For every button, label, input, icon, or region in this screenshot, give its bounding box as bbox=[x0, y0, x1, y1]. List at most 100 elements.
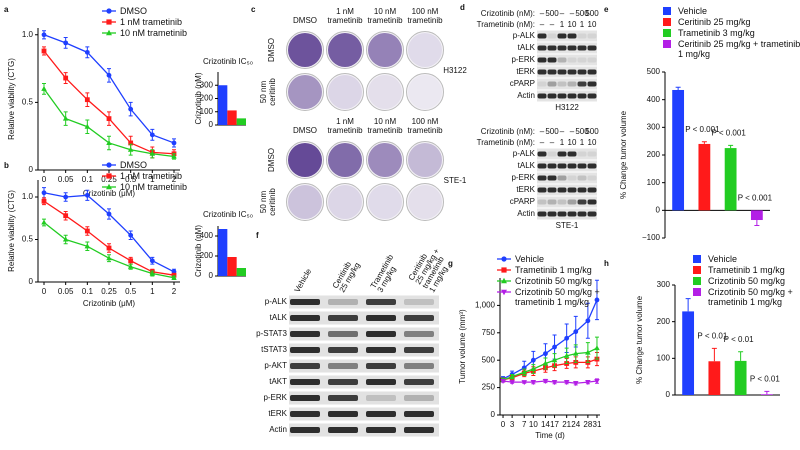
blot-strip bbox=[537, 196, 597, 208]
y-tick-label: 1.0 bbox=[22, 30, 34, 39]
data-point bbox=[573, 329, 579, 335]
x-tick-label: 24 bbox=[571, 420, 580, 429]
blot-band bbox=[557, 69, 567, 75]
blot-band bbox=[404, 411, 434, 417]
blot-band bbox=[567, 33, 577, 39]
blot-band bbox=[328, 395, 358, 401]
x-tick-label: 10 bbox=[529, 420, 538, 429]
y-tick-label: 300 bbox=[657, 280, 671, 289]
blot-band bbox=[577, 211, 587, 217]
blot-band bbox=[587, 151, 597, 157]
data-point bbox=[84, 228, 90, 234]
data-point bbox=[171, 274, 177, 280]
data-point bbox=[564, 335, 570, 341]
well bbox=[406, 73, 444, 111]
bar bbox=[682, 311, 695, 395]
data-point bbox=[543, 351, 548, 357]
lane-label: 500 bbox=[585, 9, 599, 18]
blot-band bbox=[567, 45, 577, 51]
blot-row-label: p-AKT bbox=[264, 361, 287, 370]
y-tick-label: 200 bbox=[647, 150, 661, 159]
error-bar bbox=[675, 86, 681, 90]
blot-band bbox=[577, 45, 587, 51]
blot-band bbox=[567, 163, 577, 169]
legend-label: 10 nM trametinib bbox=[120, 28, 188, 38]
data-point bbox=[594, 345, 600, 351]
well-stain bbox=[288, 33, 322, 67]
x-tick-label: 7 bbox=[522, 420, 527, 429]
blot-row-label: Actin bbox=[517, 209, 535, 218]
y-tick-label: 0 bbox=[29, 165, 34, 174]
treatment-label: Trametinib (nM): bbox=[477, 138, 535, 147]
blot-strip bbox=[289, 359, 439, 373]
y-tick-label: 0.5 bbox=[22, 97, 34, 106]
legend-label-box: Vehicle bbox=[708, 254, 737, 264]
bar bbox=[227, 257, 237, 276]
blot-band bbox=[567, 175, 577, 181]
data-point bbox=[127, 146, 134, 152]
legend-label-box: Crizotinib 50 mg/kg bbox=[708, 276, 785, 286]
lane-label: 1 bbox=[580, 20, 585, 29]
data-point bbox=[509, 373, 515, 379]
legend-label: Crizotinib 50 mg/kg + trametinib 1 mg/kg bbox=[708, 287, 793, 307]
blot-band bbox=[547, 81, 557, 87]
legend-swatch bbox=[663, 29, 671, 37]
bar bbox=[227, 110, 237, 125]
blot-row-label: p-STAT3 bbox=[256, 329, 287, 338]
well-stain bbox=[288, 143, 322, 177]
blot-band bbox=[577, 199, 587, 205]
blot-row-label: p-ERK bbox=[263, 393, 287, 402]
data-point bbox=[106, 255, 112, 261]
lane-label: – bbox=[570, 9, 575, 18]
error-bar bbox=[728, 144, 734, 149]
annotation: P < 0.01 bbox=[697, 332, 727, 341]
panel-letter: f bbox=[256, 231, 259, 240]
blot-band bbox=[328, 411, 358, 417]
blot-band bbox=[537, 33, 547, 39]
data-point bbox=[106, 139, 112, 145]
well bbox=[326, 183, 364, 221]
legend-swatch bbox=[693, 266, 701, 274]
lane-label: – bbox=[540, 127, 545, 136]
y-tick-label: 400 bbox=[200, 231, 214, 240]
blot-band bbox=[587, 211, 597, 217]
blot-band bbox=[557, 187, 567, 193]
legend-swatch bbox=[663, 7, 671, 15]
blot-band bbox=[537, 175, 547, 181]
legend-label: Crizotinib 50 mg/kg + trametinib 1 mg/kg bbox=[515, 287, 600, 307]
data-point bbox=[62, 236, 69, 242]
blot-band bbox=[557, 33, 567, 39]
data-point bbox=[542, 360, 549, 366]
blot-row-label: tERK bbox=[516, 67, 535, 76]
blot-band bbox=[577, 81, 587, 87]
data-point bbox=[41, 85, 47, 91]
series-line bbox=[502, 380, 598, 384]
data-point bbox=[572, 381, 579, 387]
legend-label: Vehicle bbox=[515, 254, 545, 264]
blot-band bbox=[366, 347, 396, 353]
lane-label: 1 bbox=[580, 138, 585, 147]
data-point bbox=[149, 132, 155, 138]
lane-label: – bbox=[550, 20, 555, 29]
data-point bbox=[149, 270, 156, 276]
column-label-line: 1 nM bbox=[336, 117, 354, 126]
y-tick-label: 500 bbox=[482, 355, 496, 364]
blot-band bbox=[366, 411, 396, 417]
y-tick-label: 250 bbox=[482, 383, 496, 392]
blot-row-label: p-ERK bbox=[511, 55, 535, 64]
data-point bbox=[149, 258, 155, 264]
row-label: 50 nmceritinib bbox=[259, 188, 277, 216]
legend-swatch bbox=[663, 40, 671, 48]
blot-band bbox=[290, 363, 320, 369]
well bbox=[326, 73, 364, 111]
legend-label: Vehicle bbox=[678, 6, 708, 16]
y-tick-label: 100 bbox=[200, 107, 214, 116]
legend-marker bbox=[106, 162, 112, 168]
error-bar bbox=[754, 220, 760, 227]
legend-label: 1 nM trametinib bbox=[120, 17, 183, 27]
blot-band bbox=[547, 211, 557, 217]
well bbox=[406, 141, 444, 179]
blot-band bbox=[577, 57, 587, 63]
blot-band bbox=[537, 187, 547, 193]
x-tick-label: 0.05 bbox=[58, 175, 74, 184]
